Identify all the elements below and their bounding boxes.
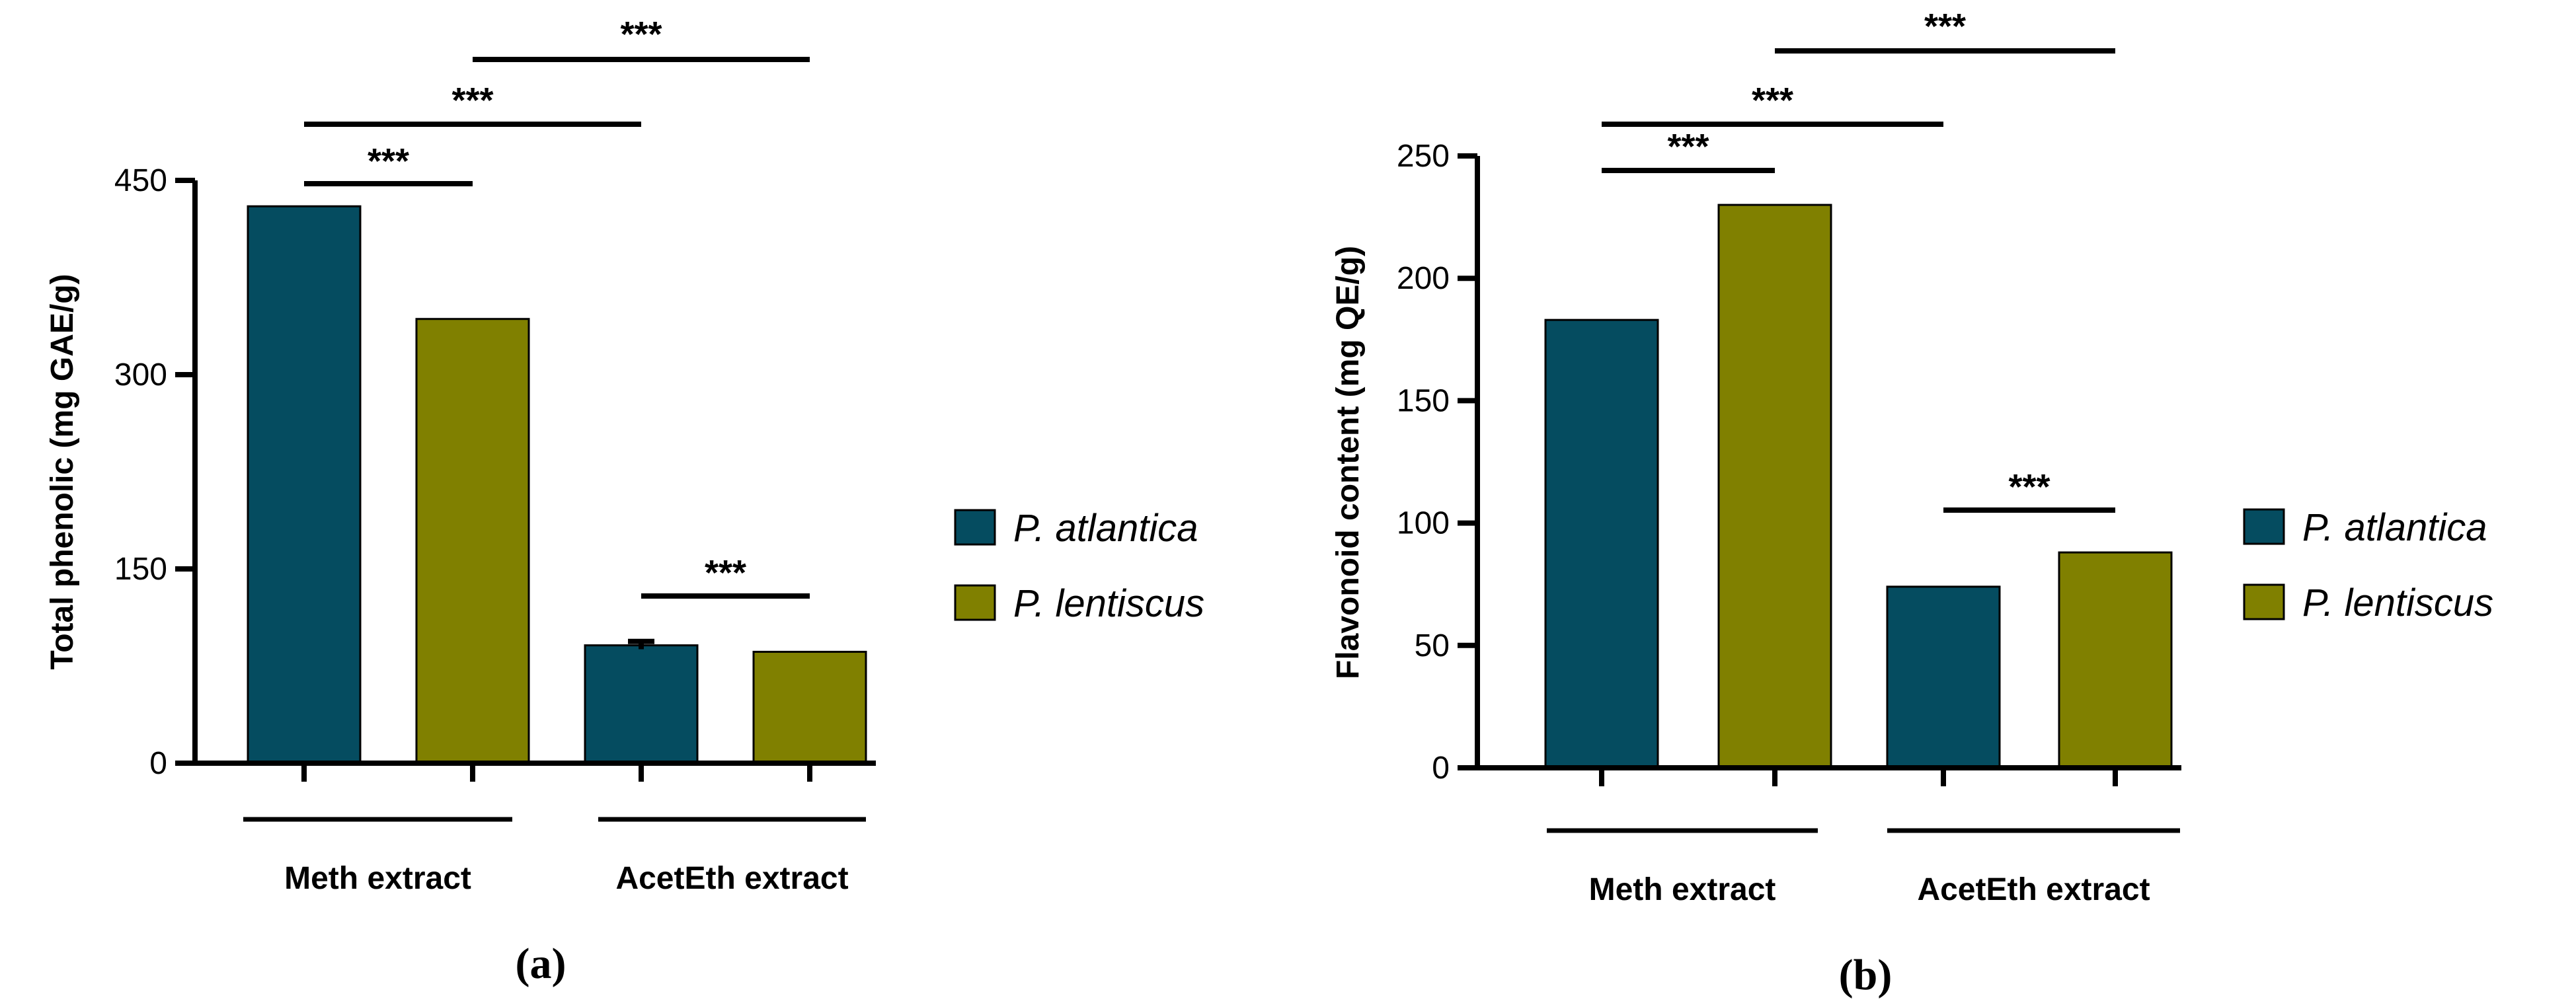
chart2-legend-label-p-lentiscus: P. lentiscus [2302,581,2493,624]
chart2-y-axis-title: Flavonoid content (mg QE/g) [1331,246,1366,679]
chart2-bar-p-atlantica-aceteth [1886,585,2001,769]
chart2-category-label-meth: Meth extract [1589,872,1776,907]
chart1-significance-label: *** [368,141,409,181]
chart2-category-label-aceteth: AcetEth extract [1917,872,2150,907]
chart1-y-axis-title: Total phenolic (mg GAE/g) [45,274,80,669]
chart2-y-tick-label: 100 [1397,506,1450,541]
chart1-bar-p-lentiscus-meth [415,318,530,765]
chart1-legend-swatch-p-atlantica [954,509,996,546]
chart1-y-tick-label: 0 [149,746,167,781]
chart1-legend-label-p-atlantica: P. atlantica [1013,507,1198,550]
chart1-y-tick-label: 150 [114,552,167,587]
chart2-legend-swatch-p-atlantica [2243,508,2285,545]
chart2-bar-p-lentiscus-meth [1717,204,1832,769]
chart1-y-tick-label: 300 [114,357,167,392]
chart1-significance-label: *** [451,81,493,120]
chart1-bar-p-lentiscus-aceteth [752,650,867,765]
chart1-significance-label: *** [620,15,662,54]
chart1-category-label-aceteth: AcetEth extract [615,861,848,896]
chart2-bar-p-lentiscus-aceteth [2058,551,2173,769]
chart2-y-tick-label: 150 [1397,383,1450,418]
chart2-significance-label: *** [1924,7,1966,46]
chart2-panel-label: (b) [1839,951,1893,999]
chart2-significance-label: *** [2008,467,2050,507]
chart2-y-tick-label: 250 [1397,139,1450,174]
chart1-y-tick-label: 450 [114,163,167,198]
chart2-legend-swatch-p-lentiscus [2243,583,2285,620]
chart1-panel-label: (a) [516,940,566,988]
chart2-significance-label: *** [1667,127,1709,167]
chart2-y-tick-label: 0 [1432,751,1450,786]
chart1-bar-p-atlantica-meth [247,205,362,765]
chart2-legend-label-p-atlantica: P. atlantica [2302,506,2487,549]
chart1-significance-label: *** [705,553,746,593]
chart2-bar-p-atlantica-meth [1544,318,1659,769]
chart2-y-tick-label: 50 [1415,628,1450,663]
chart1-legend-label-p-lentiscus: P. lentiscus [1013,582,1204,625]
chart1-bar-p-atlantica-aceteth [584,644,699,765]
chart2-significance-label: *** [1752,81,1793,120]
chart1-legend-swatch-p-lentiscus [954,584,996,621]
chart2-y-tick-label: 200 [1397,261,1450,296]
chart1-category-label-meth: Meth extract [284,861,471,896]
